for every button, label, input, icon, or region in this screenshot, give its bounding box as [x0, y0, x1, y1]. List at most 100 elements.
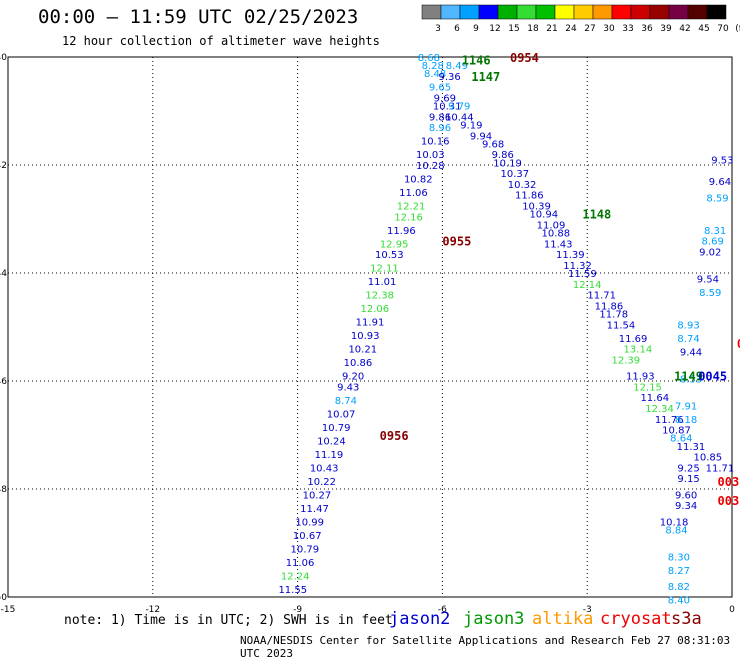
chart-grid — [7, 56, 733, 598]
wave-height-point: 10.39 — [522, 202, 551, 213]
wave-height-point: 10.22 — [307, 477, 336, 488]
chart-marks: 8.688.28 8.498.489.369.659.6910.319.799.8… — [278, 51, 740, 607]
wave-height-point: 9.69 — [434, 94, 456, 105]
wave-height-point: 10.03 — [416, 150, 445, 161]
x-tick-label: -3 — [583, 605, 592, 615]
wave-height-point: 11.76 — [655, 415, 684, 426]
colorbar-label: 15 — [508, 24, 519, 34]
colorbar-label: 18 — [527, 24, 539, 34]
plot-frame — [7, 56, 733, 598]
y-tick-label: -50 — [0, 593, 7, 603]
chart-footer: NOAA/NESDIS Center for Satellite Applica… — [240, 634, 731, 660]
wave-height-point: 11.39 — [556, 250, 585, 261]
wave-height-point: 9.68 — [482, 139, 504, 150]
wave-height-point: 10.82 — [404, 175, 433, 186]
wave-height-point: 8.59 — [699, 288, 721, 299]
colorbar-swatch — [592, 4, 613, 20]
time-label: 0956 — [380, 429, 409, 443]
colorbar-swatch — [687, 4, 708, 20]
wave-height-point: 11.78 — [599, 310, 628, 321]
wave-height-point: 11.91 — [356, 318, 385, 329]
wave-height-point: 12.39 — [611, 355, 640, 366]
wave-height-point: 10.79 — [322, 423, 351, 434]
wave-height-point: 12.06 — [361, 304, 390, 315]
colorbar-swatch — [630, 4, 651, 20]
x-tick-label: -9 — [293, 605, 302, 615]
wave-height-point: 8.64 — [670, 434, 692, 445]
wave-height-point: 11.09 — [537, 220, 566, 231]
colorbar-swatch — [649, 4, 670, 20]
wave-height-point: 8.31 — [704, 226, 726, 237]
wave-height-point: 10.18 — [660, 517, 689, 528]
wave-height-point: 8.53 — [680, 374, 702, 385]
colorbar-label: 12 — [489, 24, 500, 34]
wave-height-point: 12.15 — [633, 382, 662, 393]
wave-height-point: 9.86 — [429, 112, 451, 123]
chart-axes: -40 -42 -44 -46 -48 -50 -15 -12 -9 -6 -3 0 — [0, 53, 735, 615]
colorbar-swatch — [516, 4, 537, 20]
wave-height-point: 10.37 — [500, 169, 529, 180]
colorbar-swatch — [573, 4, 594, 20]
wave-height-point: 10.53 — [375, 250, 404, 261]
wave-height-point: 10.94 — [529, 210, 558, 221]
wave-height-point: 10.27 — [303, 490, 332, 501]
colorbar-label: 27 — [584, 24, 595, 34]
time-label: 0955 — [442, 235, 471, 249]
wave-height-point: 12.14 — [573, 280, 602, 291]
mission-legend-cryosat: cryosat — [600, 609, 672, 629]
wave-height-point: 8.96 — [429, 123, 451, 134]
wave-height-point: 8.30 — [668, 553, 690, 564]
mission-legend-altika: altika — [532, 609, 594, 629]
colorbar-swatch — [535, 4, 556, 20]
colorbar-label: 42 — [679, 24, 690, 34]
wave-height-point: 9.86 — [492, 150, 514, 161]
wave-height-point: 8.74 — [677, 334, 699, 345]
wave-height-point: 10.21 — [348, 345, 377, 356]
wave-height-point: 8.27 — [668, 566, 690, 577]
colorbar-label: 6 — [454, 24, 460, 34]
wave-height-point: 11.86 — [515, 191, 544, 202]
wave-height-point: 11.59 — [568, 269, 597, 280]
time-label: 1148 — [582, 208, 611, 222]
colorbar-swatch — [554, 4, 575, 20]
wave-height-point: 10.86 — [344, 358, 373, 369]
chart-subtitle: 12 hour collection of altimeter wave hei… — [62, 34, 380, 48]
time-label: 0954 — [510, 51, 539, 65]
wave-height-point: 9.94 — [470, 131, 492, 142]
wave-height-point: 10.88 — [542, 229, 571, 240]
chart-note: note: 1) Time is in UTC; 2) SWH is in fe… — [64, 613, 393, 628]
colorbar-label: 39 — [660, 24, 672, 34]
wave-height-point: 9.79 — [448, 102, 470, 113]
colorbar-swatch — [421, 4, 442, 20]
x-tick-label: -6 — [438, 605, 447, 615]
wave-height-point: 11.71 — [706, 463, 735, 474]
mission-legend-jason2: jason2 — [389, 609, 451, 629]
wave-height-point: 10.07 — [327, 409, 356, 420]
wave-height-point: 10.16 — [421, 137, 450, 148]
colorbar-label: 9 — [473, 24, 479, 34]
wave-height-point: 10.99 — [295, 517, 324, 528]
colorbar-swatch — [668, 4, 689, 20]
wave-height-point: 11.06 — [286, 558, 315, 569]
wave-height-point: 12.38 — [365, 291, 394, 302]
colorbar-swatch — [478, 4, 499, 20]
wave-height-point: 8.49 — [446, 61, 468, 72]
colorbar-label: 70 — [717, 24, 729, 34]
wave-height-point: 9.60 — [675, 490, 697, 501]
wave-height-point: 9.20 — [342, 372, 364, 383]
wave-height-point: 12.24 — [281, 571, 310, 582]
y-tick-label: -46 — [0, 377, 7, 387]
wave-height-point: 10.93 — [351, 331, 380, 342]
wave-height-point: 8.28 — [422, 61, 444, 72]
wave-height-point: 8.93 — [677, 320, 699, 331]
wave-height-point: 8.74 — [335, 396, 357, 407]
wave-height-point: 10.79 — [291, 544, 320, 555]
chart-title: 00:00 – 11:59 UTC 02/25/2023 — [38, 6, 359, 28]
wave-height-point: 10.24 — [317, 436, 346, 447]
wave-height-point: 9.64 — [709, 177, 731, 188]
wave-height-point: 11.69 — [619, 334, 648, 345]
wave-height-point: 10.87 — [662, 426, 691, 437]
wave-height-point: 11.47 — [300, 504, 329, 515]
